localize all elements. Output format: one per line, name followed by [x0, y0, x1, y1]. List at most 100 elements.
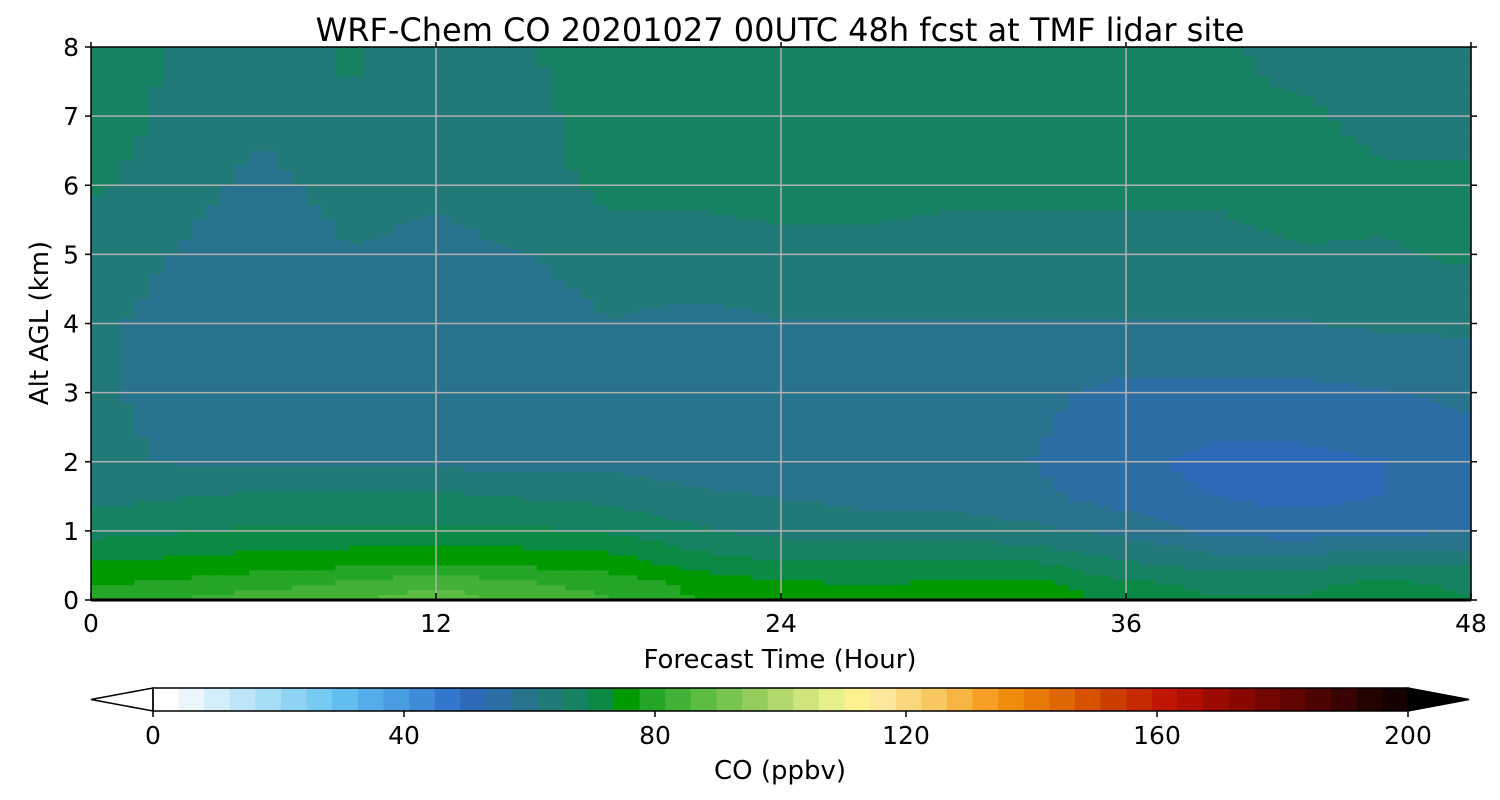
contour-cell [1312, 209, 1328, 216]
contour-cell [1226, 249, 1242, 255]
contour-cell [177, 170, 193, 176]
contour-cell [967, 155, 983, 162]
contour-cell [1327, 219, 1343, 226]
contour-cell [608, 111, 624, 117]
contour-cell [536, 195, 552, 201]
contour-cell [1284, 101, 1300, 107]
contour-cell [1054, 47, 1070, 53]
contour-cell [579, 76, 595, 83]
contour-cell [881, 51, 897, 58]
contour-cell [1054, 106, 1070, 112]
contour-cell [349, 209, 365, 216]
contour-cell [1399, 269, 1415, 275]
contour-cell [507, 214, 523, 221]
contour-cell [996, 284, 1012, 290]
contour-cell [680, 224, 696, 231]
contour-cell [622, 279, 638, 285]
contour-cell [392, 76, 408, 83]
contour-cell [1456, 180, 1472, 186]
contour-cell [464, 160, 480, 167]
contour-cell [105, 86, 121, 93]
contour-cell [924, 269, 940, 275]
contour-cell [867, 269, 883, 275]
contour-cell [206, 269, 221, 275]
contour-cell [781, 165, 796, 172]
contour-cell [1399, 205, 1415, 211]
contour-cell [1197, 126, 1213, 132]
contour-cell [1298, 234, 1314, 241]
contour-cell [709, 126, 725, 132]
contour-cell [1298, 293, 1314, 300]
contour-cell [148, 116, 164, 122]
contour-cell [249, 47, 265, 53]
contour-cell [953, 56, 969, 63]
contour-cell [852, 126, 868, 132]
contour-cell [1284, 111, 1300, 117]
contour-cell [1068, 293, 1084, 300]
contour-cell [105, 269, 121, 275]
contour-cell [1197, 224, 1213, 231]
contour-cell [924, 140, 940, 147]
contour-cell [1025, 288, 1041, 295]
contour-cell [349, 101, 365, 107]
contour-cell [407, 160, 423, 167]
contour-cell [766, 96, 782, 102]
contour-cell [522, 116, 538, 122]
contour-cell [378, 205, 394, 211]
contour-cell [148, 165, 164, 172]
contour-cell [134, 180, 150, 186]
contour-cell [1169, 185, 1185, 191]
contour-cell [105, 185, 121, 191]
contour-cell [1456, 106, 1472, 112]
contour-cell [996, 219, 1012, 226]
contour-cell [1126, 244, 1141, 251]
contour-cell [1140, 185, 1156, 191]
contour-cell [1284, 86, 1300, 93]
contour-cell [967, 244, 983, 251]
contour-cell [967, 229, 983, 236]
contour-cell [1399, 140, 1415, 147]
contour-cell [680, 244, 696, 251]
contour-cell [277, 47, 293, 53]
contour-cell [1370, 185, 1386, 191]
contour-cell [134, 155, 150, 162]
contour-cell [608, 200, 624, 206]
contour-cell [407, 126, 423, 132]
contour-cell [536, 244, 552, 251]
contour-cell [263, 185, 279, 191]
contour-cell [852, 86, 868, 93]
contour-cell [622, 190, 638, 196]
contour-cell [392, 298, 408, 305]
contour-cell [1384, 106, 1400, 112]
contour-cell [134, 126, 150, 132]
contour-cell [507, 298, 523, 305]
contour-cell [1197, 155, 1213, 162]
contour-cell [536, 249, 552, 255]
contour-cell [522, 145, 538, 152]
contour-cell [464, 200, 480, 206]
contour-cell [1442, 234, 1458, 241]
contour-cell [953, 47, 969, 53]
contour-cell [795, 219, 811, 226]
contour-cell [1456, 185, 1472, 191]
contour-cell [407, 234, 423, 241]
contour-cell [651, 229, 667, 236]
contour-cell [220, 96, 236, 102]
contour-cell [1154, 106, 1170, 112]
contour-cell [953, 284, 969, 290]
contour-cell [1183, 71, 1199, 78]
contour-cell [1154, 219, 1170, 226]
contour-cell [824, 106, 840, 112]
contour-cell [651, 56, 667, 63]
contour-cell [565, 219, 581, 226]
contour-cell [407, 175, 423, 181]
contour-cell [608, 56, 624, 63]
contour-cell [1456, 150, 1472, 157]
contour-cell [306, 71, 322, 78]
contour-cell [881, 274, 897, 280]
contour-cell [263, 56, 279, 63]
contour-cell [407, 51, 423, 58]
contour-cell [306, 205, 322, 211]
contour-cell [148, 254, 164, 260]
contour-cell [1039, 47, 1055, 53]
